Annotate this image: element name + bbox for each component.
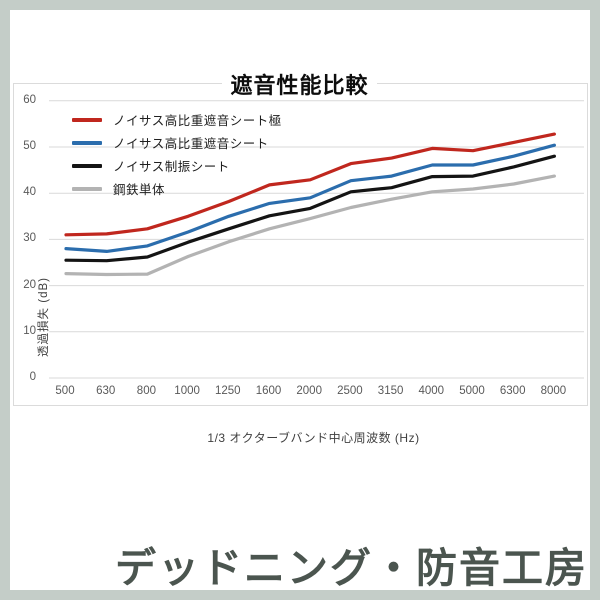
legend-label-kiwami: ノイサス高比重遮音シート極 <box>113 114 282 128</box>
x-tick-label-6300: 6300 <box>499 385 526 397</box>
legend-swatch-kiwami <box>72 117 102 122</box>
legend-item-steel: 鋼鉄単体 <box>72 177 282 200</box>
x-tick-label-1250: 1250 <box>215 385 241 397</box>
series-line-damping <box>64 154 557 263</box>
y-tick-label-40: 40 <box>23 186 36 199</box>
x-tick-label-800: 800 <box>136 385 156 397</box>
series-line-standard <box>64 143 557 253</box>
y-tick-label-50: 50 <box>23 140 36 152</box>
y-tick-label-60: 60 <box>23 93 36 106</box>
legend-label-damping: ノイサス制振シート <box>113 160 230 174</box>
x-tick-label-1000: 1000 <box>174 385 200 397</box>
series-line-steel <box>64 174 557 277</box>
legend-label-standard: ノイサス高比重遮音シート <box>113 137 269 151</box>
y-tick-label-20: 20 <box>23 278 36 291</box>
x-tick-label-5000: 5000 <box>459 385 485 397</box>
x-tick-label-2000: 2000 <box>296 385 322 397</box>
chart-card: 1/3 オクターブバンド中心周波数 (Hz) <box>13 83 588 445</box>
y-axis-label: 透過損失 (dB) <box>38 277 50 357</box>
legend-item-standard: ノイサス高比重遮音シート <box>72 131 282 154</box>
line-chart-plot <box>49 100 584 379</box>
legend-swatch-steel <box>72 186 102 191</box>
legend-swatch-standard <box>72 140 102 145</box>
y-tick-label-30: 30 <box>23 232 36 245</box>
legend-item-kiwami: ノイサス高比重遮音シート極 <box>72 108 282 131</box>
x-tick-label-630: 630 <box>96 385 116 397</box>
x-tick-label-4000: 4000 <box>418 385 445 397</box>
legend-swatch-damping <box>72 163 102 168</box>
legend-item-damping: ノイサス制振シート <box>72 154 282 177</box>
footer-brand-text: デッドニング・防音工房 <box>115 545 588 591</box>
series-line-kiwami <box>64 132 557 237</box>
x-tick-label-500: 500 <box>55 385 75 397</box>
x-tick-label-2500: 2500 <box>337 385 363 397</box>
x-tick-label-1600: 1600 <box>255 385 282 397</box>
y-tick-label-10: 10 <box>23 324 36 337</box>
legend-label-steel: 鋼鉄単体 <box>113 183 166 197</box>
x-tick-label-8000: 8000 <box>540 385 567 397</box>
chart-legend: ノイサス高比重遮音シート極 ノイサス高比重遮音シート ノイサス制振シート 鋼鉄単体 <box>72 108 282 200</box>
y-tick-label-0: 0 <box>29 371 36 383</box>
x-tick-label-3150: 3150 <box>377 385 404 397</box>
